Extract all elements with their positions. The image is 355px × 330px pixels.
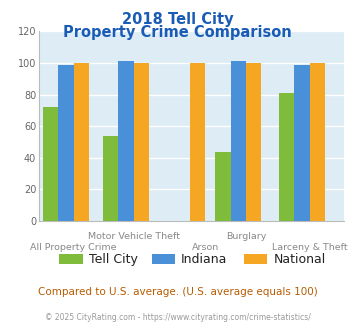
Bar — [43, 107, 58, 221]
Text: © 2025 CityRating.com - https://www.cityrating.com/crime-statistics/: © 2025 CityRating.com - https://www.city… — [45, 313, 310, 322]
Bar — [58, 65, 73, 221]
Text: Tell City: Tell City — [89, 252, 138, 266]
Bar — [279, 93, 294, 221]
Bar — [118, 61, 133, 221]
Text: Compared to U.S. average. (U.S. average equals 100): Compared to U.S. average. (U.S. average … — [38, 287, 317, 297]
Bar — [310, 63, 325, 221]
Bar — [246, 63, 261, 221]
Bar — [215, 151, 230, 221]
Bar — [294, 65, 310, 221]
Text: Burglary: Burglary — [226, 232, 266, 241]
Bar — [133, 63, 149, 221]
Text: Property Crime Comparison: Property Crime Comparison — [63, 25, 292, 40]
Text: National: National — [273, 252, 326, 266]
Text: 2018 Tell City: 2018 Tell City — [122, 12, 233, 26]
Text: Motor Vehicle Theft: Motor Vehicle Theft — [88, 232, 180, 241]
Text: All Property Crime: All Property Crime — [31, 243, 117, 252]
Text: Larceny & Theft: Larceny & Theft — [272, 243, 348, 252]
Bar — [73, 63, 89, 221]
Bar — [230, 61, 246, 221]
Text: Arson: Arson — [192, 243, 219, 252]
Bar — [103, 136, 118, 221]
Text: Indiana: Indiana — [181, 252, 228, 266]
Bar — [190, 63, 205, 221]
